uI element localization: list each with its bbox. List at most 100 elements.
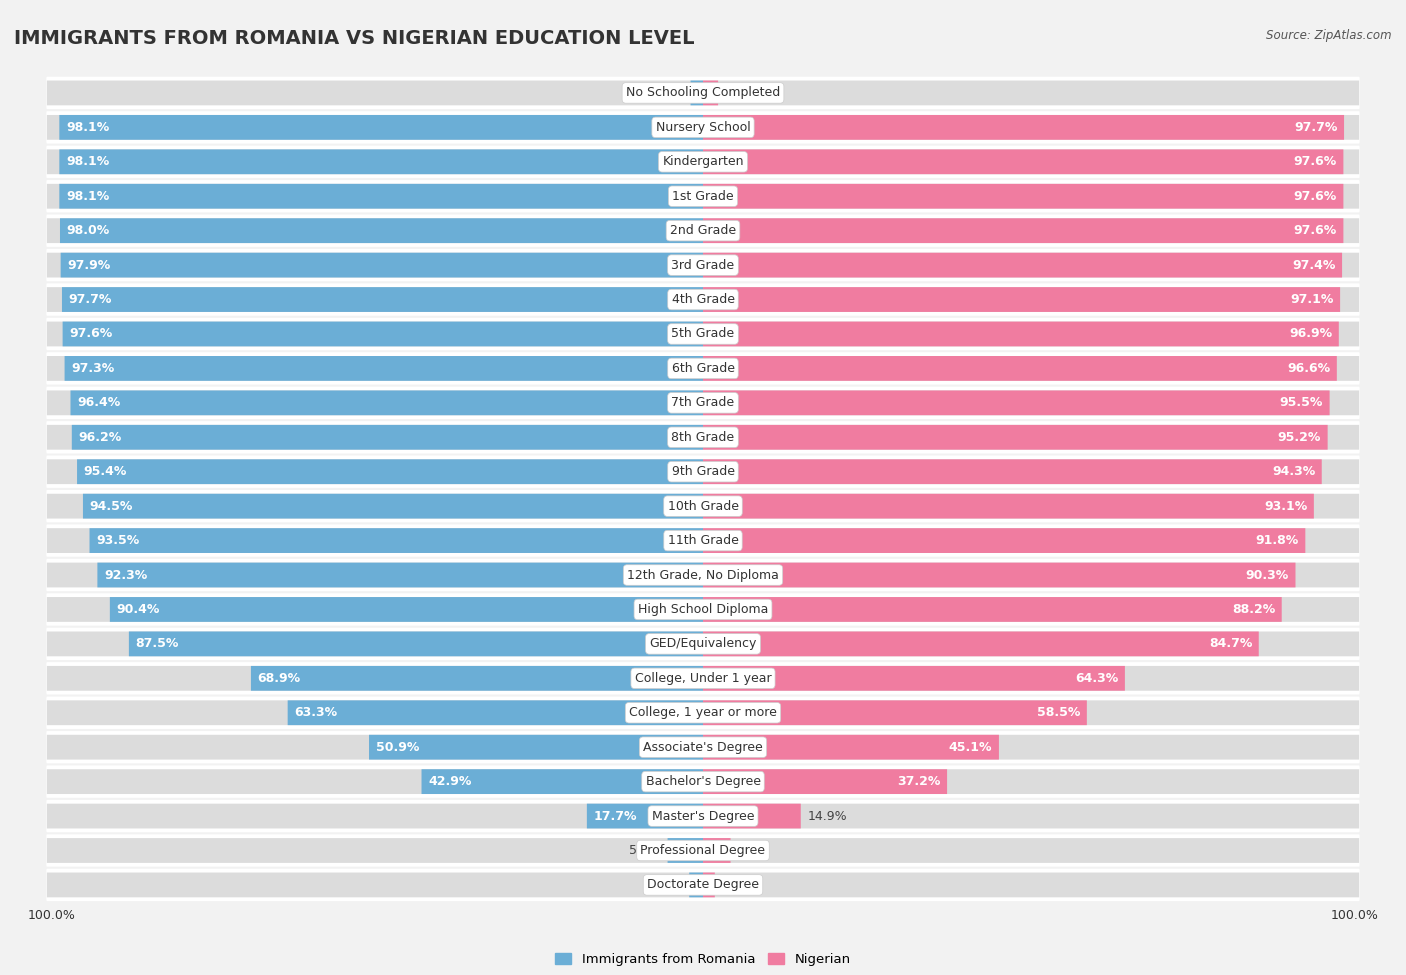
FancyBboxPatch shape [83, 493, 703, 519]
FancyBboxPatch shape [703, 184, 1343, 209]
FancyBboxPatch shape [46, 284, 1360, 316]
Text: 64.3%: 64.3% [1076, 672, 1118, 684]
Text: Kindergarten: Kindergarten [662, 155, 744, 169]
FancyBboxPatch shape [46, 696, 1360, 729]
Text: No Schooling Completed: No Schooling Completed [626, 87, 780, 99]
Text: 98.0%: 98.0% [66, 224, 110, 237]
FancyBboxPatch shape [60, 253, 703, 278]
FancyBboxPatch shape [59, 149, 703, 175]
FancyBboxPatch shape [46, 525, 1360, 557]
Text: High School Diploma: High School Diploma [638, 603, 768, 616]
Text: 98.1%: 98.1% [66, 155, 110, 169]
Text: 97.4%: 97.4% [1292, 258, 1336, 272]
FancyBboxPatch shape [65, 356, 703, 381]
FancyBboxPatch shape [703, 632, 1258, 656]
FancyBboxPatch shape [46, 597, 1360, 622]
Text: 45.1%: 45.1% [949, 741, 993, 754]
Text: GED/Equivalency: GED/Equivalency [650, 638, 756, 650]
FancyBboxPatch shape [703, 390, 1330, 415]
FancyBboxPatch shape [703, 700, 1087, 725]
FancyBboxPatch shape [46, 180, 1360, 213]
Legend: Immigrants from Romania, Nigerian: Immigrants from Romania, Nigerian [550, 948, 856, 972]
FancyBboxPatch shape [46, 115, 1360, 139]
FancyBboxPatch shape [72, 425, 703, 449]
Text: 98.1%: 98.1% [66, 121, 110, 134]
Text: Doctorate Degree: Doctorate Degree [647, 878, 759, 891]
Text: 93.5%: 93.5% [96, 534, 139, 547]
Text: 95.4%: 95.4% [83, 465, 127, 478]
FancyBboxPatch shape [46, 559, 1360, 591]
Text: 96.2%: 96.2% [79, 431, 121, 444]
FancyBboxPatch shape [46, 387, 1360, 419]
Text: 58.5%: 58.5% [1036, 706, 1080, 720]
Text: College, 1 year or more: College, 1 year or more [628, 706, 778, 720]
FancyBboxPatch shape [46, 735, 1360, 760]
FancyBboxPatch shape [46, 81, 1360, 105]
FancyBboxPatch shape [288, 700, 703, 725]
FancyBboxPatch shape [60, 218, 703, 243]
Text: 84.7%: 84.7% [1209, 638, 1253, 650]
FancyBboxPatch shape [703, 769, 948, 794]
Text: 94.5%: 94.5% [90, 499, 134, 513]
FancyBboxPatch shape [703, 493, 1313, 519]
FancyBboxPatch shape [46, 111, 1360, 143]
FancyBboxPatch shape [46, 528, 1360, 553]
FancyBboxPatch shape [46, 803, 1360, 829]
Text: 42.9%: 42.9% [427, 775, 471, 788]
Text: 97.6%: 97.6% [1294, 224, 1337, 237]
FancyBboxPatch shape [77, 459, 703, 485]
FancyBboxPatch shape [46, 214, 1360, 247]
Text: 98.1%: 98.1% [66, 190, 110, 203]
Text: 3rd Grade: 3rd Grade [672, 258, 734, 272]
FancyBboxPatch shape [46, 662, 1360, 694]
Text: 5.4%: 5.4% [628, 844, 661, 857]
FancyBboxPatch shape [46, 253, 1360, 278]
Text: 8th Grade: 8th Grade [672, 431, 734, 444]
Text: 1.8%: 1.8% [721, 878, 754, 891]
FancyBboxPatch shape [46, 459, 1360, 485]
Text: 10th Grade: 10th Grade [668, 499, 738, 513]
FancyBboxPatch shape [703, 528, 1305, 553]
Text: 97.6%: 97.6% [1294, 155, 1337, 169]
Text: 1st Grade: 1st Grade [672, 190, 734, 203]
FancyBboxPatch shape [703, 873, 714, 897]
Text: 100.0%: 100.0% [27, 910, 75, 922]
Text: 14.9%: 14.9% [807, 809, 846, 823]
FancyBboxPatch shape [46, 77, 1360, 109]
Text: Professional Degree: Professional Degree [641, 844, 765, 857]
FancyBboxPatch shape [703, 115, 1344, 139]
FancyBboxPatch shape [90, 528, 703, 553]
FancyBboxPatch shape [46, 563, 1360, 587]
FancyBboxPatch shape [703, 563, 1295, 587]
FancyBboxPatch shape [46, 628, 1360, 660]
FancyBboxPatch shape [703, 459, 1322, 485]
FancyBboxPatch shape [703, 149, 1343, 175]
Text: 96.6%: 96.6% [1286, 362, 1330, 375]
FancyBboxPatch shape [46, 390, 1360, 415]
FancyBboxPatch shape [703, 81, 718, 105]
Text: Associate's Degree: Associate's Degree [643, 741, 763, 754]
FancyBboxPatch shape [46, 490, 1360, 523]
Text: 97.7%: 97.7% [69, 293, 112, 306]
FancyBboxPatch shape [46, 218, 1360, 243]
FancyBboxPatch shape [46, 493, 1360, 519]
Text: 96.9%: 96.9% [1289, 328, 1333, 340]
FancyBboxPatch shape [46, 322, 1360, 346]
FancyBboxPatch shape [97, 563, 703, 587]
Text: 6th Grade: 6th Grade [672, 362, 734, 375]
FancyBboxPatch shape [63, 322, 703, 346]
FancyBboxPatch shape [46, 869, 1360, 901]
Text: 95.2%: 95.2% [1278, 431, 1322, 444]
Text: Bachelor's Degree: Bachelor's Degree [645, 775, 761, 788]
FancyBboxPatch shape [668, 838, 703, 863]
FancyBboxPatch shape [703, 803, 801, 829]
FancyBboxPatch shape [70, 390, 703, 415]
Text: 50.9%: 50.9% [375, 741, 419, 754]
FancyBboxPatch shape [689, 873, 703, 897]
Text: Nursery School: Nursery School [655, 121, 751, 134]
FancyBboxPatch shape [46, 800, 1360, 833]
FancyBboxPatch shape [703, 356, 1337, 381]
FancyBboxPatch shape [46, 666, 1360, 690]
Text: 97.6%: 97.6% [69, 328, 112, 340]
Text: 97.7%: 97.7% [1294, 121, 1337, 134]
